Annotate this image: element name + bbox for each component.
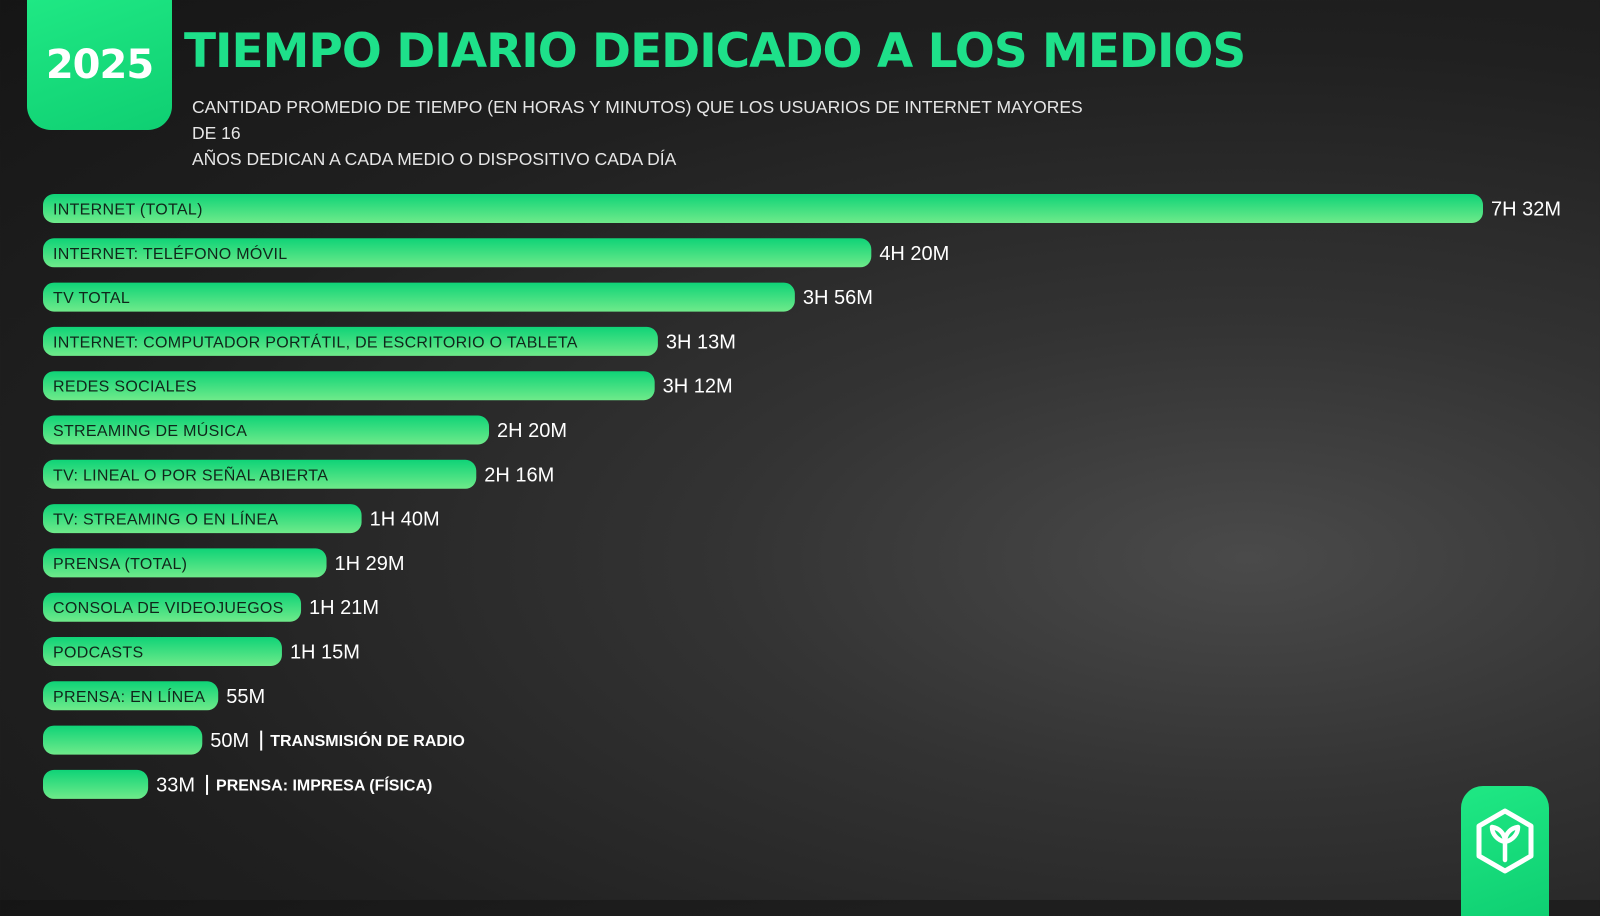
bar-prensa-total (43, 548, 327, 578)
value-label-internet-telefono-movil: 4H 20M (879, 243, 949, 265)
value-label-internet-computador-portatil-de-escritorio-o-tableta: 3H 13M (666, 331, 736, 353)
subtitle-line-1: CANTIDAD PROMEDIO DE TIEMPO (EN HORAS Y … (192, 97, 1083, 143)
category-label-transmision-de-radio: TRANSMISIÓN DE RADIO (270, 731, 465, 750)
bar-transmision-de-radio (43, 725, 203, 755)
bars-group: 7H 32M INTERNET (TOTAL) 4H 20M INTERNET: TE… (43, 194, 1561, 799)
category-label-prensa-impresa-fisica: PRENSA: IMPRESA (FÍSICA) (216, 775, 432, 794)
bar-streaming-de-musica (43, 415, 490, 445)
category-label-streaming-de-musica: STREAMING DE MÚSICA (53, 421, 247, 440)
category-label-tv-lineal-o-por-senal-abierta: TV: LINEAL O POR SEÑAL ABIERTA (53, 464, 328, 484)
value-label-prensa-total: 1H 29M (335, 553, 405, 575)
hexagon-sprout-icon (1476, 808, 1534, 874)
value-label-tv-lineal-o-por-senal-abierta: 2H 16M (484, 464, 554, 486)
category-label-redes-sociales: REDES SOCIALES (53, 379, 197, 396)
bar-internet-telefono-movil (43, 238, 872, 268)
category-label-prensa-total: PRENSA (TOTAL) (53, 556, 187, 573)
bar-internet-computador-portatil-de-escritorio-o-tableta (43, 326, 658, 356)
bar-tv-streaming-o-en-linea (43, 504, 362, 534)
bar-internet-total (43, 194, 1483, 223)
bar-prensa-en-linea (43, 681, 219, 711)
value-label-consola-de-videojuegos: 1H 21M (309, 597, 379, 619)
year-label: 2025 (45, 42, 154, 88)
bar-prensa-impresa-fisica (43, 769, 149, 799)
bar-consola-de-videojuegos (43, 592, 302, 622)
bar-tv-total (43, 282, 795, 312)
value-label-prensa-en-linea: 55M (226, 686, 265, 708)
bar-tv-lineal-o-por-senal-abierta (43, 459, 477, 489)
value-label-redes-sociales: 3H 12M (663, 376, 733, 398)
value-label-streaming-de-musica: 2H 20M (497, 420, 567, 442)
value-label-tv-total: 3H 56M (803, 287, 873, 309)
category-label-tv-streaming-o-en-linea: TV: STREAMING O EN LÍNEA (53, 510, 278, 529)
category-label-tv-total: TV TOTAL (53, 290, 130, 307)
year-badge: 2025 (27, 0, 172, 130)
value-label-transmision-de-radio: 50M (210, 730, 249, 752)
brand-logo (1461, 786, 1549, 916)
value-label-prensa-impresa-fisica: 33M (156, 774, 195, 796)
value-label-podcasts: 1H 15M (290, 642, 360, 664)
page-title: TIEMPO DIARIO DEDICADO A LOS MEDIOS (184, 24, 1246, 79)
category-label-prensa-en-linea: PRENSA: EN LÍNEA (53, 687, 205, 706)
category-label-internet-total: INTERNET (TOTAL) (53, 202, 203, 219)
category-label-internet-computador-portatil-de-escritorio-o-tableta: INTERNET: COMPUTADOR PORTÁTIL, DE ESCRIT… (53, 332, 578, 351)
subtitle-line-2: AÑOS DEDICAN A CADA MEDIO O DISPOSITIVO … (192, 149, 677, 169)
value-label-internet-total: 7H 32M (1491, 199, 1561, 221)
subtitle: CANTIDAD PROMEDIO DE TIEMPO (EN HORAS Y … (192, 94, 1092, 172)
category-label-consola-de-videojuegos: CONSOLA DE VIDEOJUEGOS (53, 600, 284, 617)
category-label-internet-telefono-movil: INTERNET: TELÉFONO MÓVIL (53, 244, 288, 263)
category-label-podcasts: PODCASTS (53, 645, 143, 662)
value-label-tv-streaming-o-en-linea: 1H 40M (370, 509, 440, 531)
bar-podcasts (43, 637, 282, 666)
bar-redes-sociales (43, 371, 655, 401)
